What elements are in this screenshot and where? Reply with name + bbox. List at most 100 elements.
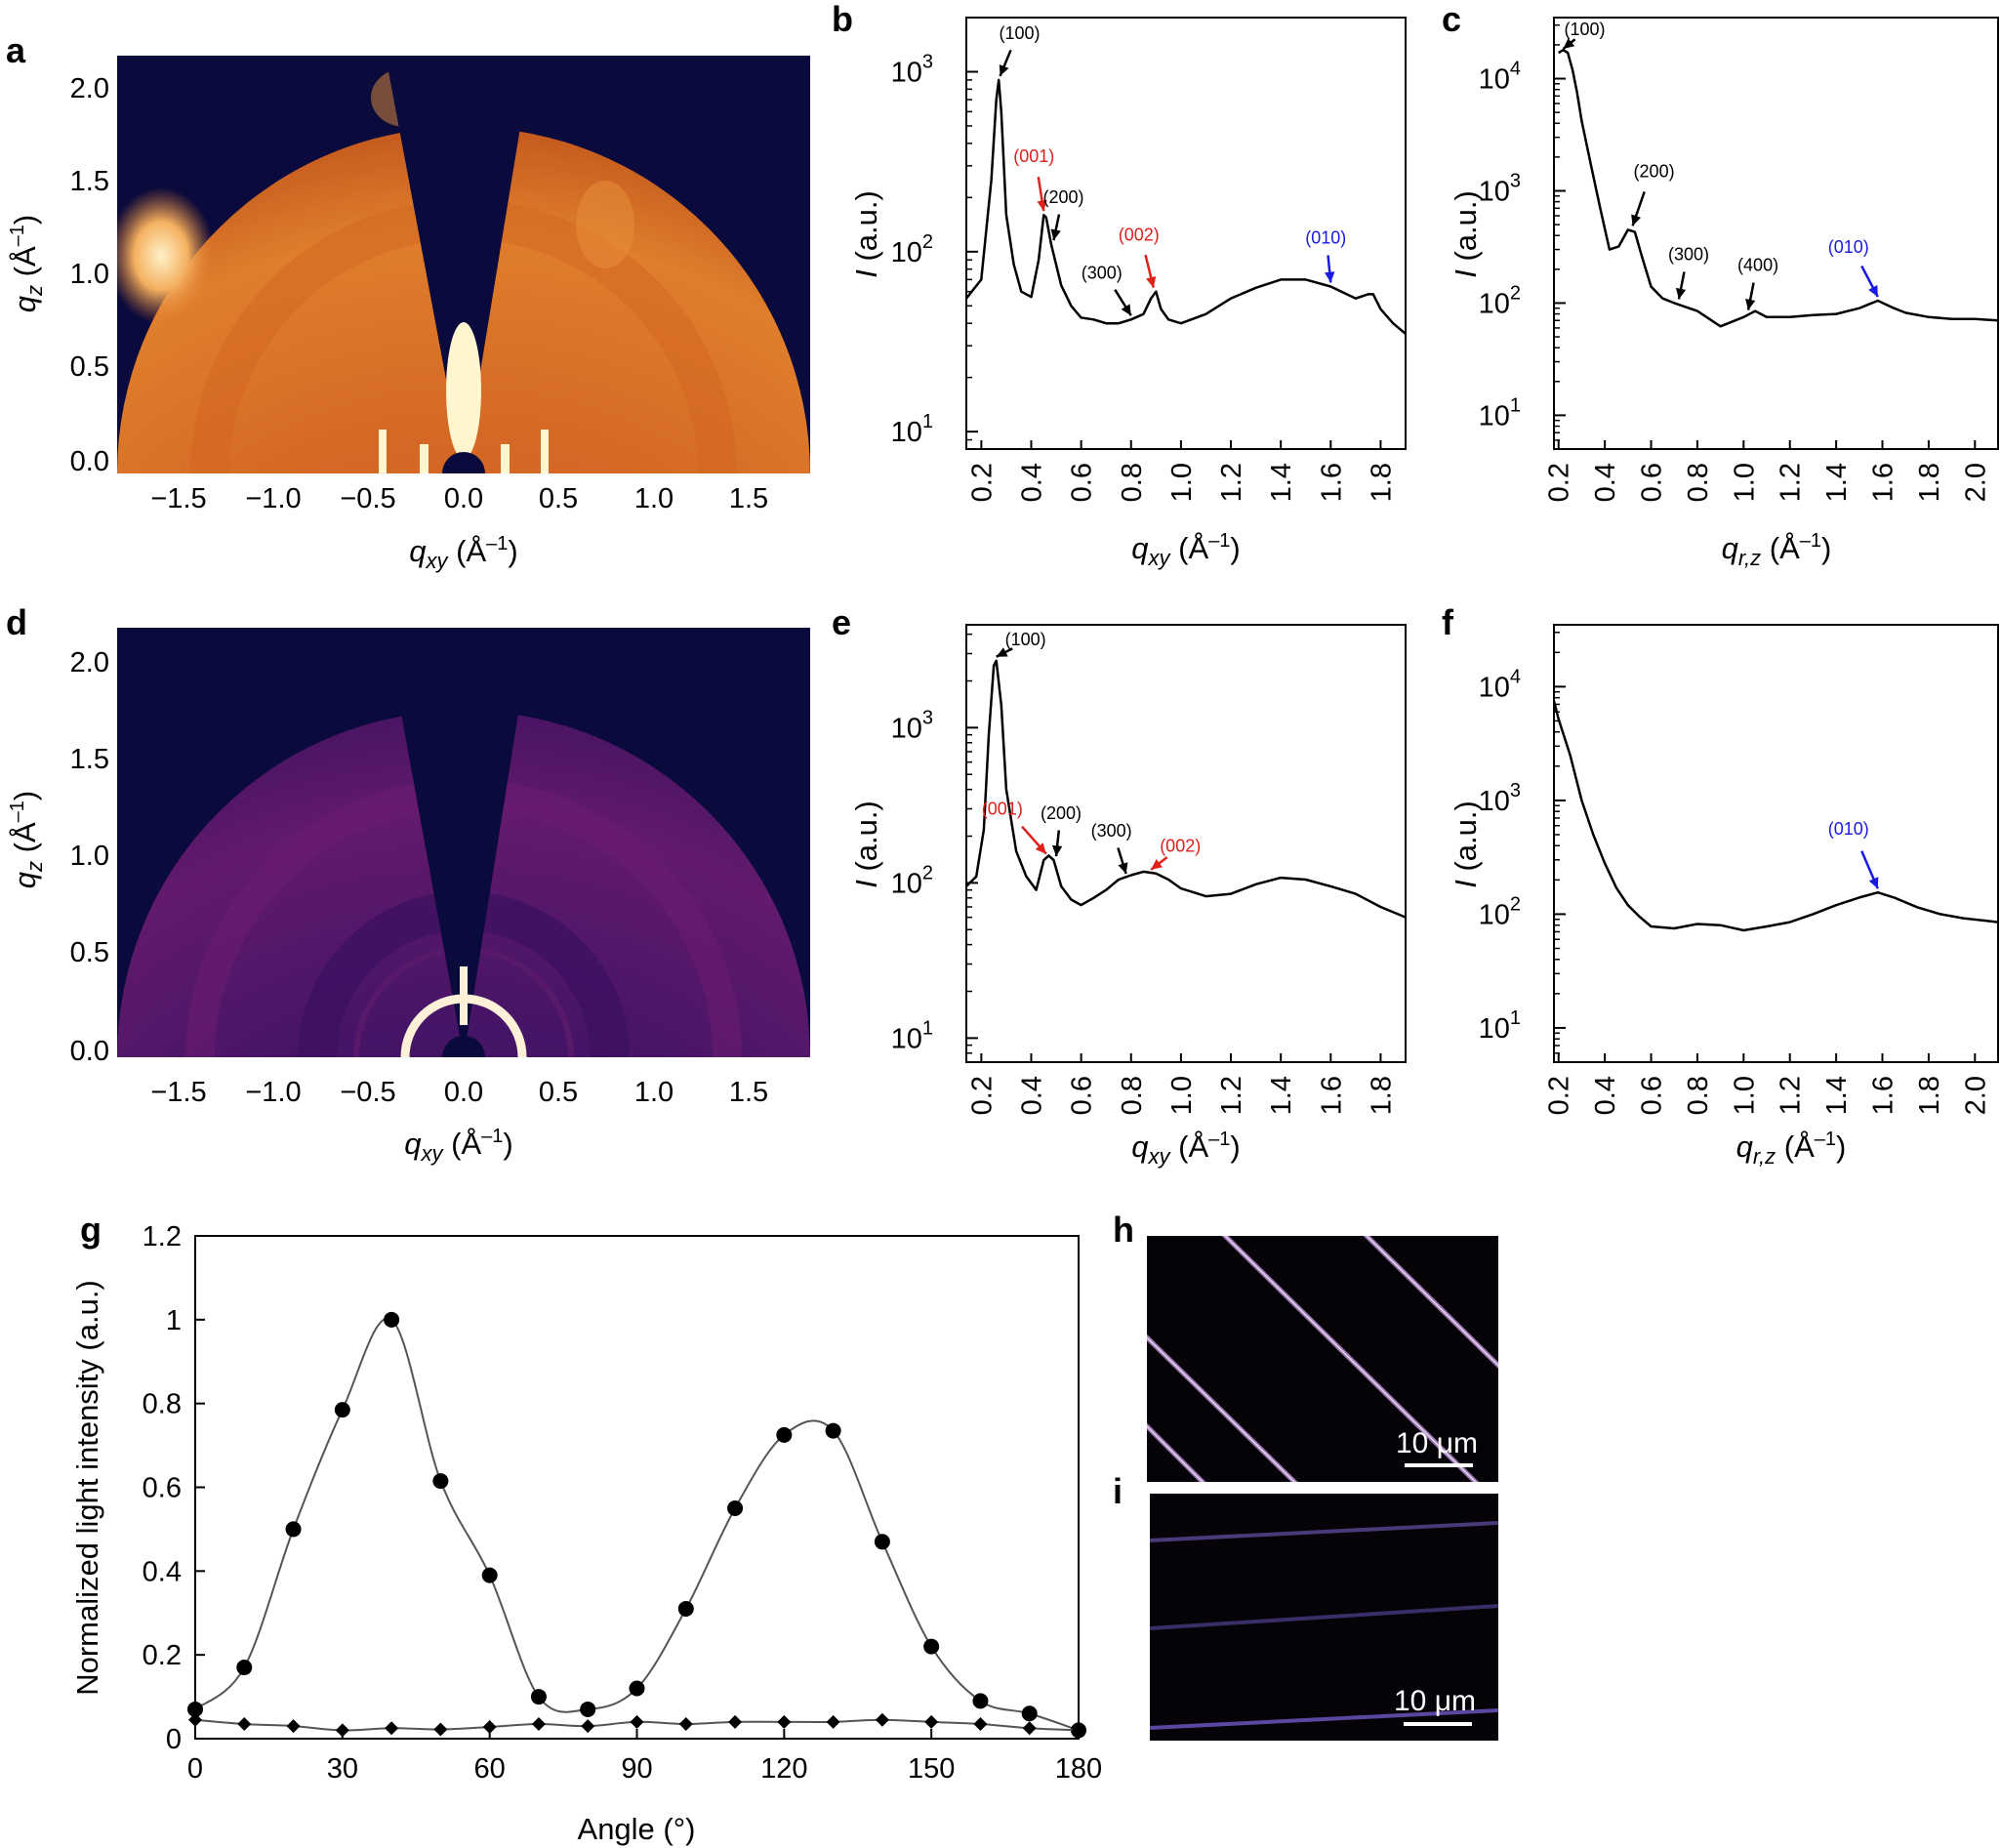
xtick-label-c-0: 0.2 [1544, 463, 1575, 502]
missing-wedge-a [386, 56, 532, 473]
peak-arrowhead-c-0 [1563, 38, 1575, 50]
xtick-label-b-1: 0.4 [1016, 463, 1047, 502]
xtick-label-g-5: 150 [908, 1753, 955, 1785]
point-circle-16 [972, 1693, 989, 1709]
panel-c: c qr,z (Å–1) I (a.u.) 0.2 0.4 0.6 0.8 1.0 1.2… [1442, 0, 1999, 570]
point-circle-15 [923, 1638, 940, 1655]
ytick-a-3: 0.5 [70, 351, 109, 383]
xticks-b: 0.2 0.4 0.6 0.8 1.0 1.2 1.4 1.6 1.8 [966, 440, 1397, 502]
peak-arrowhead-e-2 [1051, 844, 1063, 857]
panel-b: b qxy (Å–1) I (a.u.) 0.2 0.4 0.6 0.8 1.0 1.2 1… [832, 0, 1407, 570]
xtick-label-e-1: 0.4 [1016, 1076, 1047, 1115]
point-diamond-11 [728, 1714, 743, 1729]
micrograph-h: 10 μm [1147, 1236, 1498, 1482]
xticks-c: 0.2 0.4 0.6 0.8 1.0 1.2 1.4 1.6 1.8 2.0 [1544, 440, 1991, 502]
point-diamond-0 [188, 1712, 202, 1727]
xlabel-a: qxy (Å–1) [409, 533, 517, 573]
xtick-label-e-3: 0.8 [1117, 1076, 1148, 1115]
xtick-label-e-8: 1.8 [1366, 1076, 1397, 1115]
point-diamond-6 [482, 1719, 497, 1734]
xtick-d-0: −1.5 [150, 1077, 206, 1108]
ytick-label-g-3: 0.6 [143, 1473, 182, 1504]
point-circle-14 [874, 1534, 890, 1550]
peak-label-b-3: (300) [1082, 263, 1123, 282]
xtick-label-e-5: 1.2 [1216, 1076, 1247, 1115]
series-line-f [1552, 700, 1999, 932]
panel-letter-b: b [832, 0, 853, 39]
ylabel-f: I (a.u.) [1449, 801, 1483, 888]
series-line-g-0 [194, 1317, 1080, 1732]
xlabel-b: qxy (Å–1) [1131, 530, 1240, 570]
micrograph-h-background [1147, 1236, 1498, 1482]
micrograph-i: 10 μm [1150, 1494, 1498, 1741]
peak-arrowhead-b-1 [1037, 199, 1047, 212]
plot-frame-f [1553, 624, 1999, 1063]
peak-label-e-2: (200) [1041, 803, 1082, 823]
peak-arrowhead-c-2 [1675, 287, 1687, 300]
xtick-label-b-0: 0.2 [966, 463, 998, 502]
ytick-label-g-6: 0 [166, 1724, 182, 1755]
xtick-label-f-8: 1.8 [1914, 1076, 1945, 1115]
fiber-h-3-core [1366, 1236, 1498, 1367]
peak-label-e-3: (300) [1091, 821, 1132, 841]
peak-arrowhead-b-0 [999, 63, 1009, 76]
point-circle-11 [727, 1499, 744, 1516]
series-line-e [965, 659, 1407, 919]
xtick-d-1: −1.0 [245, 1077, 301, 1108]
peak-arrowhead-f-0 [1868, 877, 1879, 889]
yticks-g: 1.2 1 0.8 0.6 0.4 0.2 0 [143, 1221, 205, 1755]
point-diamond-12 [777, 1714, 792, 1729]
scalebar-label-i: 10 μm [1394, 1685, 1476, 1717]
ytick-label-c-1: 103 [1479, 170, 1521, 207]
point-diamond-9 [630, 1714, 644, 1729]
xtick-label-b-3: 0.8 [1117, 463, 1148, 502]
panel-letter-f: f [1442, 602, 1454, 642]
xtick-label-f-4: 1.0 [1729, 1076, 1760, 1115]
ytick-label-b-2: 101 [891, 411, 933, 448]
yticks-d: 2.0 1.5 1.0 0.5 0.0 [70, 647, 109, 1067]
point-circle-3 [334, 1402, 350, 1418]
point-circle-12 [776, 1426, 793, 1443]
ytick-label-g-5: 0.2 [143, 1640, 182, 1671]
xtick-d-5: 1.0 [634, 1077, 674, 1108]
ylabel-g: Normalized light intensity (a.u.) [70, 1280, 104, 1696]
xtick-label-e-7: 1.6 [1316, 1076, 1347, 1115]
xticks-d: −1.5 −1.0 −0.5 0.0 0.5 1.0 1.5 [150, 1077, 768, 1108]
point-diamond-8 [581, 1719, 595, 1734]
xtick-label-e-4: 1.0 [1166, 1076, 1198, 1115]
ytick-d-1: 1.5 [70, 744, 109, 775]
ytick-d-2: 1.0 [70, 841, 109, 872]
point-diamond-2 [286, 1719, 301, 1734]
ytick-a-1: 1.5 [70, 166, 109, 197]
xtick-d-3: 0.0 [444, 1077, 483, 1108]
xtick-label-c-5: 1.2 [1776, 463, 1807, 502]
marks-b: (100) (001) (200) (300) (002) (010) [965, 23, 1407, 335]
xtick-label-e-2: 0.6 [1067, 1076, 1098, 1115]
panel-h: h 10 μm [1113, 1210, 1498, 1482]
panel-d: d −1.5 −1.0 −0.5 0.0 0.5 1.0 1.5 2.0 1.5… [6, 602, 810, 1166]
xtick-label-b-8: 1.8 [1366, 463, 1397, 502]
plot-frame-g [194, 1235, 1080, 1740]
point-circle-1 [236, 1660, 253, 1676]
xtick-label-f-6: 1.4 [1821, 1076, 1853, 1115]
ytick-label-b-1: 102 [891, 231, 933, 268]
xtick-d-4: 0.5 [539, 1077, 578, 1108]
peak-label-c-1: (200) [1634, 161, 1675, 181]
peak-arrowhead-b-4 [1146, 275, 1157, 288]
missing-wedge-d [386, 628, 532, 1057]
point-circle-4 [384, 1311, 400, 1328]
ytick-d-4: 0.0 [70, 1036, 109, 1067]
detector-image-d [117, 628, 810, 1057]
xtick-label-g-0: 0 [187, 1753, 203, 1785]
point-diamond-1 [237, 1716, 252, 1731]
point-circle-9 [629, 1680, 645, 1697]
peak-label-e-0: (100) [1005, 630, 1046, 649]
scalebar-i [1404, 1722, 1472, 1726]
ytick-label-b-0: 103 [891, 51, 933, 88]
peak-arrowhead-e-1 [1035, 842, 1046, 854]
xtick-label-b-5: 1.2 [1216, 463, 1247, 502]
ytick-label-g-2: 0.8 [143, 1389, 182, 1420]
plot-frame-c [1553, 17, 1999, 450]
hot-spot-left-a [117, 187, 215, 324]
xtick-label-e-6: 1.4 [1266, 1076, 1297, 1115]
